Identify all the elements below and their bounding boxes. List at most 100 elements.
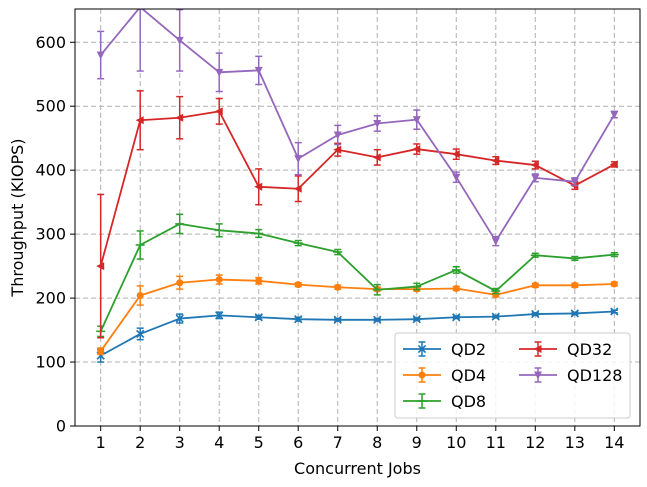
y-tick-label: 300 (35, 225, 66, 244)
data-point-qd32 (135, 116, 144, 125)
data-point-qd128 (215, 68, 224, 77)
legend-label-qd32: QD32 (567, 340, 612, 359)
data-point-qd32 (372, 153, 381, 162)
data-point-qd32 (530, 161, 539, 170)
y-axis-label: Throughput (KIOPS) (8, 138, 27, 297)
x-tick-label: 13 (565, 433, 585, 452)
legend-item-qd8: QD8 (403, 392, 486, 411)
data-point-qd2 (373, 315, 382, 324)
data-point-qd128 (452, 173, 461, 182)
data-point-qd4 (136, 292, 144, 300)
data-point-qd2 (452, 313, 461, 322)
legend-item-qd4: QD4 (403, 366, 486, 385)
data-point-qd32 (96, 262, 105, 271)
data-point-qd2 (136, 329, 145, 339)
data-point-qd2 (531, 309, 540, 319)
data-point-qd2 (491, 312, 500, 321)
series-line-qd32 (99, 110, 615, 267)
data-point-qd2 (333, 315, 342, 324)
data-point-qd2 (610, 307, 619, 316)
error-bar-qd128 (136, 9, 144, 72)
data-point-qd4 (610, 280, 618, 288)
data-point-qd2 (175, 314, 184, 323)
data-point-qd128 (138, 9, 142, 12)
data-point-qd2 (570, 309, 579, 318)
y-tick-label: 200 (35, 289, 66, 308)
plot-area (96, 9, 619, 363)
data-point-qd2 (254, 313, 263, 322)
y-tick-label: 100 (35, 353, 66, 372)
data-point-qd128 (333, 131, 342, 140)
data-point-qd128 (175, 36, 184, 45)
legend: QD2 QD4 QD8 QD32 QD128 (394, 332, 631, 419)
data-point-qd32 (609, 160, 618, 169)
data-point-qd2 (412, 315, 421, 324)
plot-frame (74, 8, 641, 427)
series-qd32 (96, 90, 618, 339)
data-point-qd4 (97, 347, 105, 355)
series-line-qd2 (100, 310, 615, 357)
data-point-qd4 (571, 281, 579, 289)
x-tick-label: 14 (604, 433, 624, 452)
data-point-qd32 (293, 184, 302, 193)
x-tick-label: 10 (446, 433, 466, 452)
x-tick-label: 3 (175, 433, 185, 452)
x-tick-label: 7 (333, 433, 343, 452)
series-line-qd128 (99, 9, 616, 243)
data-point-qd128 (491, 237, 500, 246)
data-point-qd4 (255, 277, 263, 285)
series-line-qd4 (99, 278, 615, 352)
data-point-qd2 (215, 311, 224, 320)
data-point-qd4 (215, 276, 223, 284)
y-tick-label: 0 (56, 417, 66, 436)
series-line-qd8 (99, 222, 615, 332)
series-qd8 (96, 213, 619, 338)
x-tick-label: 9 (412, 433, 422, 452)
x-tick-label: 8 (372, 433, 382, 452)
data-point-qd4 (176, 279, 184, 287)
data-point-qd128 (570, 178, 579, 187)
x-tick-label: 5 (254, 433, 264, 452)
data-point-qd4 (294, 281, 302, 289)
legend-marker-qd32 (533, 345, 542, 353)
data-point-qd32 (451, 150, 460, 159)
data-point-qd128 (531, 174, 540, 183)
data-point-qd128 (610, 111, 619, 120)
data-point-qd32 (254, 182, 263, 191)
data-point-qd32 (214, 107, 223, 116)
y-tick-label: 500 (35, 97, 66, 116)
x-tick-label: 6 (293, 433, 303, 452)
data-point-qd32 (412, 145, 421, 154)
data-point-qd128 (412, 116, 421, 125)
legend-marker-qd4 (418, 371, 426, 379)
legend-box (394, 332, 631, 419)
data-point-qd128 (96, 51, 105, 60)
x-axis-label: Concurrent Jobs (294, 459, 421, 478)
legend-label-qd8: QD8 (451, 392, 486, 411)
x-tick-label: 12 (525, 433, 545, 452)
legend-item-qd32: QD32 (519, 340, 612, 359)
data-point-qd4 (452, 284, 460, 292)
data-point-qd128 (254, 66, 263, 75)
legend-label-qd4: QD4 (451, 366, 486, 385)
x-tick-label: 2 (135, 433, 145, 452)
y-tick-label: 400 (35, 161, 66, 180)
x-tick-label: 1 (96, 433, 106, 452)
data-point-qd32 (333, 145, 342, 154)
legend-item-qd128: QD128 (519, 366, 622, 385)
legend-label-qd2: QD2 (451, 340, 486, 359)
y-tick-label: 600 (35, 33, 66, 52)
x-tick-label: 11 (486, 433, 506, 452)
data-point-qd2 (294, 315, 303, 324)
legend-label-qd128: QD128 (567, 366, 622, 385)
x-tick-label: 4 (214, 433, 224, 452)
legend-item-qd2: QD2 (403, 340, 486, 359)
data-point-qd32 (491, 156, 500, 165)
data-point-qd4 (531, 281, 539, 289)
data-point-qd128 (373, 119, 382, 128)
data-point-qd128 (294, 155, 303, 164)
legend-marker-qd2 (417, 344, 427, 354)
legend-marker-qd128 (534, 371, 542, 380)
